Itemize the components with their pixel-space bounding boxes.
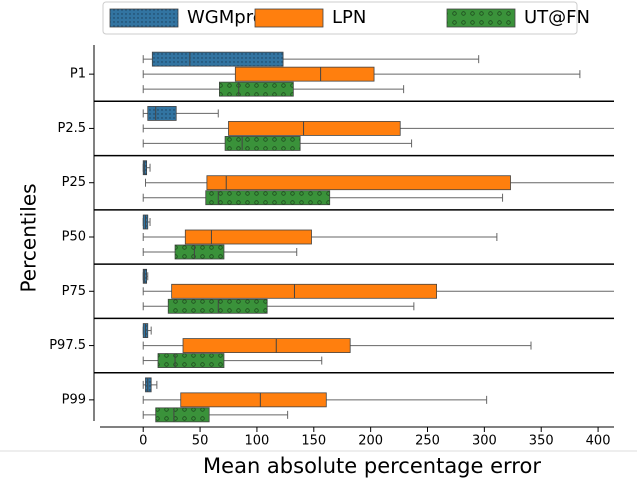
box-hatch: [168, 299, 268, 314]
legend-label: UT@FN: [524, 7, 590, 28]
y-axis-label: Percentiles: [17, 183, 41, 292]
plot-area: [142, 51, 614, 423]
box-hatch: [155, 407, 210, 422]
box-hatch: [143, 160, 147, 175]
x-axis-label: Mean absolute percentage error: [203, 454, 541, 478]
box: [171, 283, 438, 299]
y-tick-label: P99: [62, 392, 86, 407]
x-tick-label: 350: [529, 434, 554, 449]
box-hatch: [143, 269, 147, 284]
box-hatch: [147, 106, 177, 121]
x-tick-label: 400: [586, 434, 611, 449]
box: [180, 392, 327, 408]
box-hatch: [219, 82, 294, 97]
box: [184, 229, 312, 245]
box: [234, 66, 375, 82]
x-tick-label: 100: [245, 434, 270, 449]
box-hatch: [205, 190, 330, 205]
x-tick-label: 50: [192, 434, 209, 449]
box: [182, 338, 351, 353]
box-hatch: [225, 136, 301, 151]
y-tick-label: P2.5: [57, 121, 86, 136]
legend-label: LPN: [332, 7, 366, 28]
box-hatch: [145, 377, 152, 392]
x-tick-label: 150: [301, 434, 326, 449]
box: [206, 175, 511, 191]
legend-swatch-hatch: [447, 9, 515, 27]
y-tick-label: P97.5: [49, 338, 86, 353]
box-hatch: [152, 52, 284, 67]
box-hatch: [157, 353, 224, 368]
legend-swatch-hatch: [110, 9, 178, 27]
x-tick-label: 300: [472, 434, 497, 449]
box-hatch: [175, 245, 224, 259]
y-tick-label: P50: [62, 230, 86, 245]
x-tick-label: 0: [139, 434, 147, 449]
x-tick-label: 200: [358, 434, 383, 449]
x-tick-label: 250: [415, 434, 440, 449]
legend-swatch: [254, 8, 324, 28]
box: [228, 121, 401, 136]
y-tick-label: P1: [70, 67, 86, 82]
y-tick-label: P75: [62, 284, 86, 299]
y-tick-label: P25: [62, 175, 86, 190]
